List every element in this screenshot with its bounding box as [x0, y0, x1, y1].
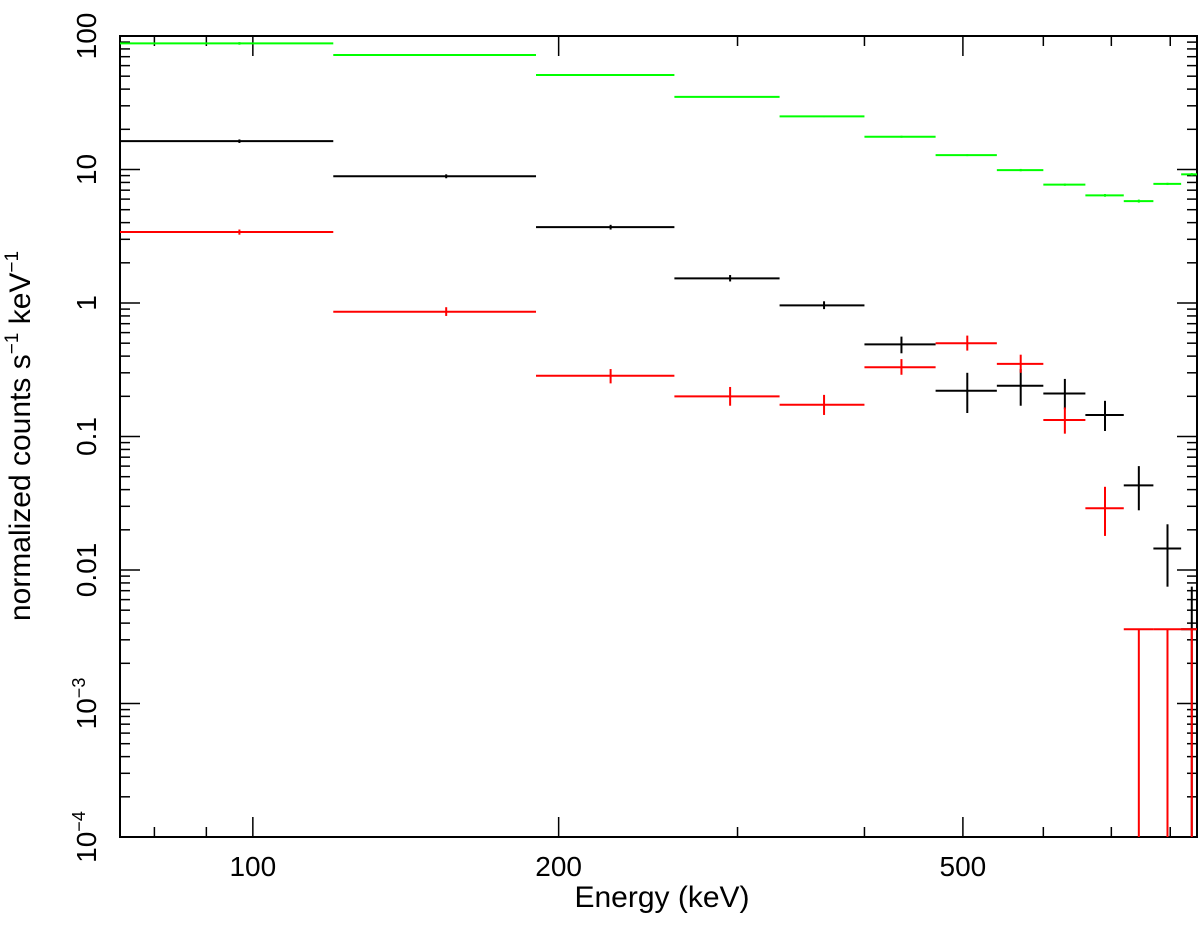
data-point	[120, 229, 334, 235]
x-tick-label: 100	[229, 851, 276, 882]
y-tick-label: 100	[71, 13, 102, 60]
data-point	[864, 359, 936, 375]
data-point	[1153, 628, 1182, 837]
y-axis-label: normalized counts s−1 keV−1	[2, 251, 37, 621]
data-point	[333, 174, 537, 179]
data-point	[333, 307, 537, 316]
y-tick-label: 0.01	[71, 543, 102, 598]
data-point	[1043, 378, 1086, 410]
data-point	[935, 335, 997, 351]
y-tick-label: 10	[71, 154, 102, 185]
y-tick-label: 10−3	[69, 678, 102, 730]
y-axis-ticks: 100 10 1 0.1 0.01 10−3 10−4	[69, 13, 1197, 863]
data-point	[536, 369, 675, 384]
data-point	[779, 115, 865, 118]
data-point	[996, 354, 1044, 373]
y-tick-label: 10−4	[69, 811, 102, 863]
data-point	[935, 154, 997, 157]
plot-frame	[119, 35, 1198, 838]
y-tick-label: 0.1	[71, 417, 102, 456]
data-point	[1043, 407, 1086, 434]
data-point	[996, 168, 1044, 172]
data-point	[864, 135, 936, 138]
data-point	[1085, 400, 1124, 431]
data-point	[1123, 466, 1154, 511]
data-point	[674, 95, 780, 98]
data-point	[1123, 628, 1154, 837]
data-point	[536, 224, 675, 230]
data-point	[1181, 173, 1197, 176]
x-axis-ticks: 100 200 500	[153, 36, 1172, 882]
data-point	[1123, 199, 1154, 203]
data-point	[120, 42, 334, 45]
data-point	[674, 275, 780, 282]
data-point	[1181, 628, 1197, 837]
x-axis-label: Energy (keV)	[574, 881, 749, 914]
x-tick-label: 500	[940, 851, 987, 882]
data-point	[1153, 524, 1182, 587]
data-point	[935, 372, 997, 413]
data-point	[120, 139, 334, 143]
data-point	[779, 301, 865, 310]
series-2	[120, 229, 1197, 837]
data-point	[1181, 586, 1197, 837]
data-point	[536, 74, 675, 77]
data-point	[333, 54, 537, 57]
data-point	[674, 386, 780, 406]
series-0	[120, 42, 1197, 203]
data-point	[1085, 486, 1124, 536]
data-point	[1043, 183, 1086, 186]
x-tick-label: 200	[535, 851, 582, 882]
y-tick-label: 1	[71, 295, 102, 311]
series-layer	[120, 42, 1197, 837]
data-point	[779, 394, 865, 415]
data-point	[1153, 182, 1182, 186]
data-point	[1085, 194, 1124, 197]
series-1	[120, 139, 1197, 837]
data-point	[864, 336, 936, 354]
data-point	[996, 369, 1044, 406]
